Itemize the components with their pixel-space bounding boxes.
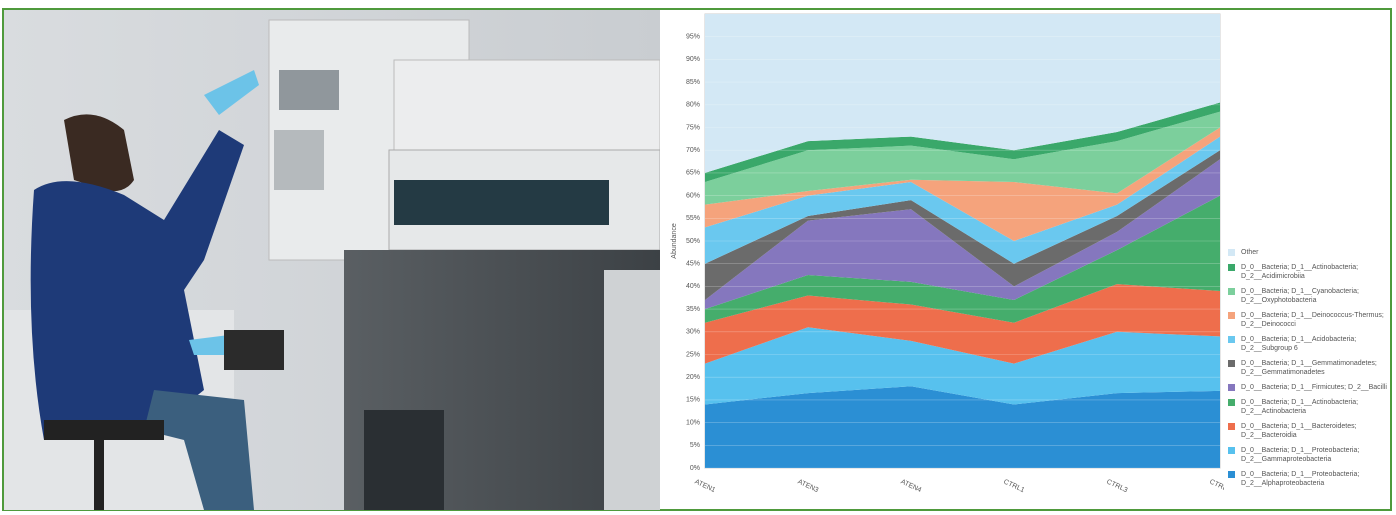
x-tick-label: ATEN1: [693, 478, 716, 494]
lc-window: [279, 70, 339, 110]
legend-item: D_0__Bacteria; D_1__Actinobacteria; D_2_…: [1228, 398, 1388, 416]
y-tick-label: 75%: [686, 124, 700, 131]
figure: Abundance 0% 5% 10% 15% 20% 25% 30% 35% 40% 45% 50…: [0, 0, 1396, 515]
legend-item: D_0__Bacteria; D_1__Deinococcus-Thermus;…: [1228, 311, 1388, 329]
y-tick-label: 25%: [686, 351, 700, 358]
lc-module: [274, 130, 324, 190]
y-axis-label: Abundance: [671, 223, 678, 259]
keyboard: [224, 330, 284, 370]
y-tick-label: 80%: [686, 102, 700, 109]
chair-post: [94, 440, 104, 510]
legend-item: Other: [1228, 248, 1388, 257]
legend-item: D_0__Bacteria; D_1__Acidobacteria; D_2__…: [1228, 335, 1388, 353]
legend-swatch: [1228, 312, 1235, 319]
legend-swatch: [1228, 249, 1235, 256]
y-tick-label: 65%: [686, 170, 700, 177]
legend-item: D_0__Bacteria; D_1__Gemmatimonadetes; D_…: [1228, 359, 1388, 377]
lab-photo: [4, 10, 660, 510]
legend-label: D_0__Bacteria; D_1__Firmicutes; D_2__Bac…: [1241, 383, 1387, 392]
legend-label: D_0__Bacteria; D_1__Gemmatimonadetes; D_…: [1241, 359, 1388, 377]
area: [705, 386, 1220, 468]
legend-label: D_0__Bacteria; D_1__Actinobacteria; D_2_…: [1241, 263, 1388, 281]
y-tick-label: 85%: [686, 79, 700, 86]
legend-swatch: [1228, 360, 1235, 367]
y-tick-label: 20%: [686, 374, 700, 381]
x-tick-label: CTRL3: [1105, 478, 1128, 494]
legend-label: D_0__Bacteria; D_1__Acidobacteria; D_2__…: [1241, 335, 1388, 353]
y-tick-label: 10%: [686, 419, 700, 426]
legend-swatch: [1228, 423, 1235, 430]
legend-item: D_0__Bacteria; D_1__Firmicutes; D_2__Bac…: [1228, 383, 1388, 392]
side-panel: [604, 270, 660, 510]
y-tick-label: 15%: [686, 397, 700, 404]
legend-swatch: [1228, 399, 1235, 406]
legend-label: D_0__Bacteria; D_1__Proteobacteria; D_2_…: [1241, 446, 1388, 464]
y-tick-label: 95%: [686, 34, 700, 41]
legend-swatch: [1228, 384, 1235, 391]
y-tick-label: 40%: [686, 283, 700, 290]
legend-swatch: [1228, 447, 1235, 454]
legend-swatch: [1228, 288, 1235, 295]
y-tick-label: 30%: [686, 329, 700, 336]
legend-label: D_0__Bacteria; D_1__Bacteroidetes; D_2__…: [1241, 422, 1388, 440]
chair: [44, 420, 164, 440]
y-tick-label: 35%: [686, 306, 700, 313]
legend-swatch: [1228, 336, 1235, 343]
inlet: [364, 410, 444, 510]
legend-item: D_0__Bacteria; D_1__Bacteroidetes; D_2__…: [1228, 422, 1388, 440]
y-tick-label: 90%: [686, 56, 700, 63]
legend-swatch: [1228, 471, 1235, 478]
legend-item: D_0__Bacteria; D_1__Proteobacteria; D_2_…: [1228, 470, 1388, 488]
legend-label: D_0__Bacteria; D_1__Cyanobacteria; D_2__…: [1241, 287, 1388, 305]
legend: Other D_0__Bacteria; D_1__Actinobacteria;…: [1228, 248, 1388, 494]
y-tick-label: 5%: [690, 442, 700, 449]
legend-item: D_0__Bacteria; D_1__Proteobacteria; D_2_…: [1228, 446, 1388, 464]
y-tick-label: 70%: [686, 147, 700, 154]
legend-item: D_0__Bacteria; D_1__Actinobacteria; D_2_…: [1228, 263, 1388, 281]
y-tick-label: 60%: [686, 192, 700, 199]
y-tick-label: 45%: [686, 261, 700, 268]
legend-label: D_0__Bacteria; D_1__Actinobacteria; D_2_…: [1241, 398, 1388, 416]
legend-label: Other: [1241, 248, 1259, 257]
legend-label: D_0__Bacteria; D_1__Proteobacteria; D_2_…: [1241, 470, 1388, 488]
x-tick-label: ATEN4: [899, 478, 922, 494]
y-tick-label: 50%: [686, 238, 700, 245]
chart: Abundance 0% 5% 10% 15% 20% 25% 30% 35% 40% 45% 50…: [664, 10, 1224, 510]
x-tick-label: CTRL4: [1208, 478, 1224, 494]
lc-door: [394, 180, 609, 225]
x-tick-label: CTRL1: [1002, 478, 1025, 494]
legend-label: D_0__Bacteria; D_1__Deinococcus-Thermus;…: [1241, 311, 1388, 329]
y-tick-label: 55%: [686, 215, 700, 222]
legend-swatch: [1228, 264, 1235, 271]
y-tick-label: 0%: [690, 465, 700, 472]
legend-item: D_0__Bacteria; D_1__Cyanobacteria; D_2__…: [1228, 287, 1388, 305]
x-tick-label: ATEN3: [796, 478, 819, 494]
